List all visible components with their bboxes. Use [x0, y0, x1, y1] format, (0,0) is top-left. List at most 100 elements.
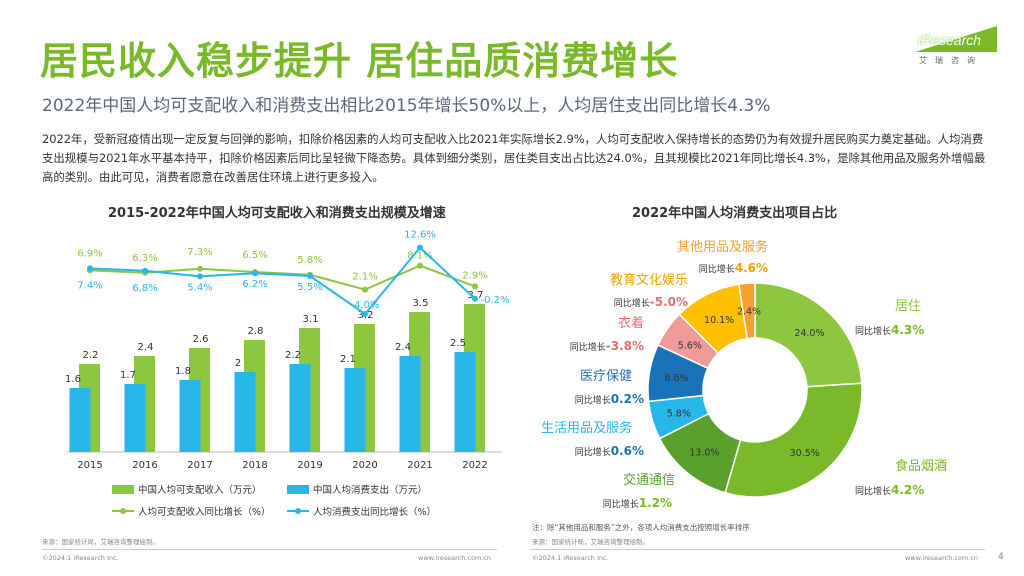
x-tick-label: 2016 [132, 460, 157, 471]
x-tick-label: 2021 [407, 460, 432, 471]
url-right[interactable]: www.iresearch.com.cn [905, 554, 979, 562]
income-growth-label: 2.9% [462, 270, 487, 281]
income-bar-label: 3.7 [468, 290, 484, 301]
consumption-growth-label: -4.0% [350, 300, 379, 311]
income-growth-point [472, 283, 478, 290]
income-growth-label: 6.3% [132, 253, 157, 264]
consumption-growth-point [307, 273, 313, 279]
slice-category-label: 生活用品及服务 [541, 420, 632, 436]
consumption-bar-label: 1.7 [120, 370, 136, 381]
consumption-bar-label: 2.2 [285, 350, 301, 361]
x-tick-label: 2019 [297, 460, 322, 471]
slice-growth-label: 同比增长0.2% [575, 392, 644, 406]
page-title: 居民收入稳步提升 居住品质消费增长 [40, 39, 679, 83]
slice-growth-label: 同比增长4.6% [699, 261, 768, 275]
growth-value: 4.3% [891, 323, 924, 337]
consumption-growth-point [472, 295, 478, 302]
consumption-bar [69, 388, 91, 452]
legend-consumption-label: 中国人均消费支出（万元） [313, 484, 427, 496]
income-bar-label: 3.5 [413, 298, 429, 309]
page-subtitle: 2022年中国人均可支配收入和消费支出相比2015年增长50%以上，人均居住支出… [42, 96, 771, 116]
slice-value-label: 30.5% [790, 448, 820, 459]
consumption-growth-label: -0.2% [480, 295, 509, 306]
consumption-growth-label: 5.5% [297, 282, 322, 293]
slice-value-label: 5.8% [667, 409, 691, 420]
growth-value: 1.2% [639, 496, 672, 510]
consumption-growth-label: 12.6% [404, 230, 436, 241]
left-chart-title: 2015-2022年中国人均可支配收入和消费支出规模及增速 [108, 206, 446, 221]
legend-consumption-growth-label: 人均消费支出同比增长（%） [313, 506, 436, 518]
slice-growth-label: 同比增长0.6% [575, 444, 644, 458]
consumption-bar-label: 2 [235, 358, 241, 369]
slice-growth-label: 同比增长-5.0% [614, 295, 688, 309]
growth-value: 4.6% [735, 261, 768, 275]
consumption-bar [399, 356, 421, 452]
growth-caption: 同比增长 [575, 394, 611, 406]
slice-category-label: 医疗保健 [580, 369, 632, 384]
income-growth-label: 6.5% [242, 250, 267, 261]
legend-income-swatch [112, 485, 134, 494]
slice-growth-label: 同比增长1.2% [603, 496, 672, 510]
income-growth-label: 7.3% [187, 247, 212, 258]
legend-income-growth-label: 人均可支配收入同比增长（%） [138, 506, 271, 518]
consumption-growth-point [87, 265, 93, 272]
growth-caption: 同比增长 [855, 325, 891, 337]
slice-growth-label: 同比增长4.3% [855, 323, 924, 337]
consumption-bar-label: 2.5 [450, 338, 466, 349]
copyright-left: ©2024.1 iResearch Inc. [42, 554, 119, 562]
income-growth-label: 6.9% [77, 248, 102, 259]
url-left[interactable]: www.iresearch.com.cn [418, 554, 492, 562]
growth-caption: 同比增长 [603, 498, 639, 510]
slice-value-label: 2.4% [737, 307, 761, 318]
donut-slice [738, 282, 756, 340]
growth-value: -3.8% [606, 339, 644, 353]
iresearch-logo: iResearch 艾瑞咨询 [915, 26, 997, 72]
slice-category-label: 交通通信 [623, 472, 675, 488]
consumption-growth-label: 6.8% [132, 283, 157, 294]
body-paragraph: 2022年，受新冠疫情出现一定反复与回弹的影响，扣除价格因素的人均可支配收入比2… [42, 132, 986, 184]
slice-value-label: 5.6% [678, 340, 702, 351]
income-bar-label: 2.6 [193, 334, 209, 345]
growth-value: 4.2% [891, 483, 924, 497]
growth-caption: 同比增长 [699, 263, 735, 275]
right-chart-title: 2022年中国人均消费支出项目占比 [632, 206, 838, 221]
legend-consumption-swatch [287, 485, 309, 494]
consumption-growth-point [362, 311, 368, 317]
chart-note: 注：除“其他用品和服务”之外，各项人均消费支出按照增长率排序 [532, 523, 750, 532]
slice-growth-label: 同比增长4.2% [855, 483, 924, 497]
slice-value-label: 10.1% [704, 315, 734, 326]
slice-category-label: 衣着 [618, 315, 644, 331]
consumption-bar [234, 372, 256, 452]
x-tick-label: 2018 [242, 460, 267, 471]
income-bar-label: 2.2 [83, 350, 99, 361]
x-tick-label: 2017 [187, 460, 212, 471]
consumption-growth-point [142, 267, 148, 274]
income-consumption-chart: 2.2 1.6 2015 2.4 1.7 2016 2.6 1.8 2017 2.8 2 2018 3.… [65, 230, 509, 518]
consumption-growth-point [197, 273, 203, 280]
footer-divider-right [530, 549, 985, 550]
slice-value-label: 13.0% [689, 447, 719, 458]
legend-income-label: 中国人均可支配收入（万元） [138, 484, 262, 496]
slice-category-label: 食品烟酒 [895, 458, 947, 474]
consumption-growth-point [417, 244, 423, 251]
legend-income-growth-marker [120, 508, 126, 514]
x-tick-label: 2020 [352, 460, 377, 471]
income-bar-label: 2.8 [248, 326, 264, 337]
consumption-growth-label: 6.2% [242, 279, 267, 290]
income-bar-label: 2.4 [138, 342, 154, 353]
consumption-share-chart: 24.0%居住同比增长4.3%30.5%食品烟酒同比增长4.2%13.0%交通通… [541, 239, 947, 510]
growth-value: 0.2% [611, 392, 644, 406]
logo-subtext: 艾瑞咨询 [919, 56, 983, 65]
x-tick-label: 2022 [462, 460, 487, 471]
consumption-bar-label: 2.1 [340, 354, 356, 365]
consumption-growth-label: 5.4% [187, 282, 212, 293]
page-number: 4 [998, 552, 1004, 562]
slice-category-label: 居住 [895, 299, 921, 314]
growth-caption: 同比增长 [570, 341, 606, 353]
growth-value: 0.6% [611, 444, 644, 458]
slice-growth-label: 同比增长-3.8% [570, 339, 644, 353]
consumption-growth-line [89, 246, 476, 316]
slice-value-label: 24.0% [794, 328, 824, 339]
slice-category-label: 教育文化娱乐 [610, 272, 688, 288]
consumption-bar-label: 2.4 [395, 342, 411, 353]
